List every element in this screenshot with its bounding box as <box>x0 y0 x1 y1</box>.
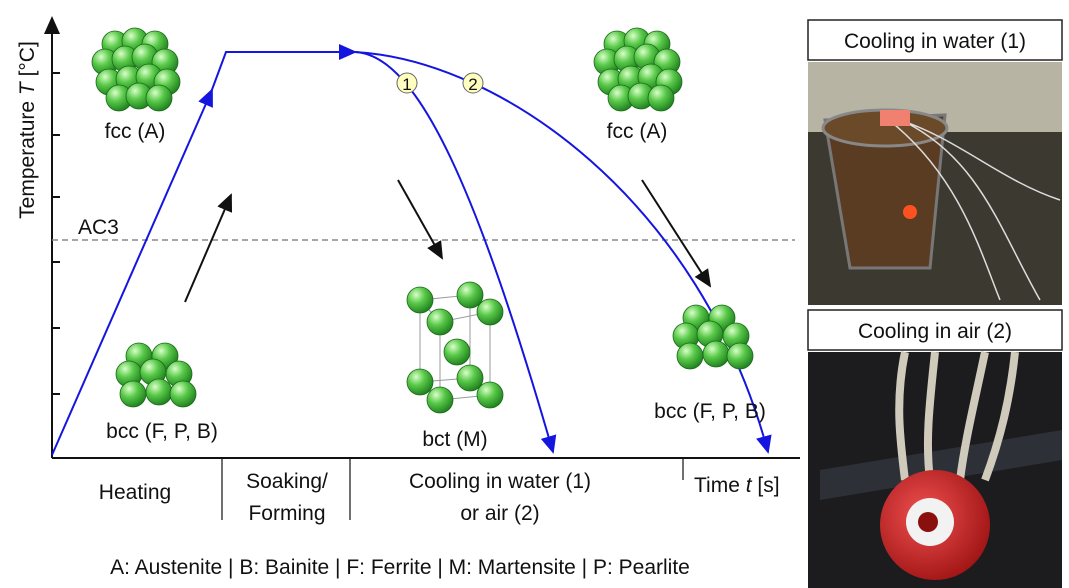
phase-label: Forming <box>248 502 325 525</box>
atom <box>407 369 433 395</box>
atom <box>703 341 729 367</box>
atom <box>727 343 753 369</box>
atoms <box>92 28 753 413</box>
atom <box>457 365 483 391</box>
structure-label: fcc (A) <box>607 120 668 143</box>
atom <box>648 85 674 111</box>
atom <box>677 343 703 369</box>
atom <box>170 381 196 407</box>
x-label-text: Time <box>694 474 740 497</box>
phase-label: Heating <box>99 481 171 504</box>
structure-label: fcc (A) <box>105 120 166 143</box>
structure-label: bcc (F, P, B) <box>654 400 766 423</box>
phase-label: or air (2) <box>460 502 539 525</box>
phase-label: Soaking/ <box>246 470 328 493</box>
structure-label: bcc (F, P, B) <box>106 420 218 443</box>
marker-label: 1 <box>402 75 411 94</box>
atom <box>146 379 172 405</box>
atom <box>427 309 453 335</box>
photo-caption: Cooling in air (2) <box>858 320 1012 343</box>
atom <box>477 382 503 408</box>
transform-arrows <box>185 180 710 302</box>
x-axis-label: Time t [s] <box>694 474 780 497</box>
atom <box>444 339 470 365</box>
photo-caption: Cooling in water (1) <box>844 30 1026 53</box>
x-label-symbol: t <box>746 474 753 497</box>
atom <box>457 282 483 308</box>
atom <box>407 287 433 313</box>
path-markers: 1 2 <box>397 73 483 94</box>
phase-label: Cooling in water (1) <box>409 470 591 493</box>
diagram: AC3 Temperature T [°C] Time t [s] 1 2 fc… <box>0 0 1069 588</box>
y-axis-label: Temperature T [°C] <box>16 41 39 219</box>
photo-panel: Cooling in water (1) Cooling in air (2) <box>808 20 1062 588</box>
legend: A: Austenite | B: Bainite | F: Ferrite |… <box>110 556 690 579</box>
ac3-label: AC3 <box>78 216 119 239</box>
x-label-unit: [s] <box>757 474 779 497</box>
atom <box>477 299 503 325</box>
marker-label: 2 <box>468 75 477 94</box>
structure-label: bct (M) <box>422 428 487 451</box>
y-label-unit: [°C] <box>16 41 39 76</box>
y-label-text: Temperature <box>16 101 39 219</box>
atom <box>120 381 146 407</box>
atom <box>427 387 453 413</box>
y-label-symbol: T <box>16 80 39 95</box>
atom <box>146 85 172 111</box>
